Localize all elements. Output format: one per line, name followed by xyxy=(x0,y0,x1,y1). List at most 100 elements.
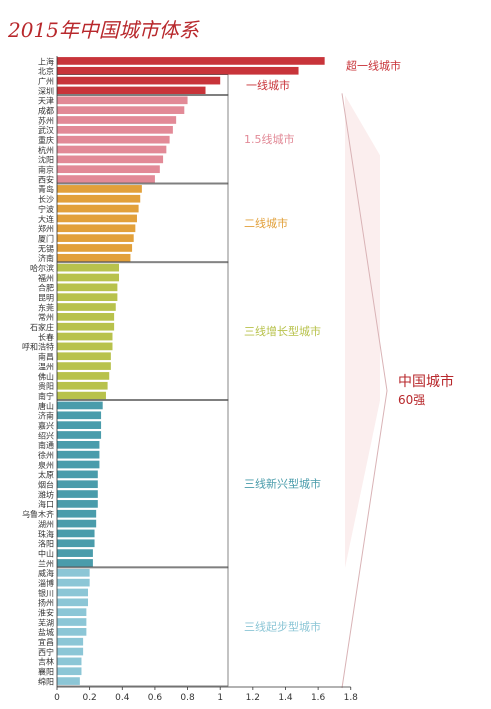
category-label: 石家庄 xyxy=(30,322,54,332)
bar xyxy=(57,175,155,183)
bar xyxy=(57,303,116,311)
category-label: 济南 xyxy=(38,253,54,263)
category-label: 吉林 xyxy=(38,657,54,667)
x-tick-label: 1.4 xyxy=(278,693,293,703)
bar xyxy=(57,391,106,400)
bar xyxy=(57,214,137,223)
bar xyxy=(57,76,221,85)
category-label: 福州 xyxy=(38,274,54,283)
category-label: 上海 xyxy=(38,56,54,66)
category-label: 银川 xyxy=(38,588,54,598)
group-label: 三线起步型城市 xyxy=(244,619,321,633)
group-box xyxy=(57,94,229,185)
bar xyxy=(57,647,84,656)
category-label: 郑州 xyxy=(38,224,54,234)
bar xyxy=(57,588,89,597)
category-label: 威海 xyxy=(38,568,54,578)
bar xyxy=(57,431,102,439)
x-tick-label: 1.8 xyxy=(344,693,359,703)
bar xyxy=(57,421,102,429)
bar xyxy=(57,450,100,459)
sixty-region-bg xyxy=(345,95,380,568)
bar xyxy=(57,234,134,242)
category-label: 广州 xyxy=(38,76,54,86)
category-label: 南宁 xyxy=(38,391,54,401)
bar xyxy=(57,529,95,538)
category-label: 乌鲁木齐 xyxy=(22,509,54,519)
bar xyxy=(57,667,82,676)
category-label: 嘉兴 xyxy=(38,420,54,430)
category-label: 宁波 xyxy=(38,204,54,214)
annotation-line2: 60强 xyxy=(398,393,425,407)
bar xyxy=(57,86,206,95)
category-label: 佛山 xyxy=(38,371,54,381)
annotation-line1: 中国城市 xyxy=(398,373,454,390)
category-label: 温州 xyxy=(38,362,54,371)
x-tick-label: 0.4 xyxy=(115,693,130,703)
x-tick-label: 0 xyxy=(54,693,60,703)
x-tick-label: 0.2 xyxy=(82,693,96,703)
category-label: 中山 xyxy=(38,548,54,558)
bar xyxy=(57,57,325,65)
bar xyxy=(57,559,93,567)
category-label: 沈阳 xyxy=(38,155,54,165)
x-tick-label: 0.8 xyxy=(180,693,195,703)
bar xyxy=(57,116,177,124)
bar xyxy=(57,165,160,174)
group-box xyxy=(57,74,229,96)
category-label: 天津 xyxy=(38,96,54,106)
bar xyxy=(57,194,141,203)
category-label: 襄阳 xyxy=(38,667,54,677)
category-label: 青岛 xyxy=(38,184,54,194)
bar xyxy=(57,352,111,361)
category-label: 哈尔滨 xyxy=(30,263,54,273)
bar xyxy=(57,155,164,164)
category-label: 西安 xyxy=(38,174,54,184)
bar xyxy=(57,362,111,370)
category-label: 珠海 xyxy=(38,529,54,539)
category-label: 淄博 xyxy=(38,578,54,588)
bar xyxy=(57,145,167,154)
category-label: 西宁 xyxy=(38,647,54,657)
category-label: 厦门 xyxy=(38,233,54,243)
bar xyxy=(57,470,98,479)
bar xyxy=(57,283,118,292)
bar xyxy=(57,66,299,75)
bar xyxy=(57,598,89,607)
bar xyxy=(57,96,188,105)
bar xyxy=(57,509,97,518)
group-label: 超一线城市 xyxy=(346,58,401,72)
group-box xyxy=(57,399,229,569)
group-label: 1.5线城市 xyxy=(244,132,295,146)
chart-title: 2015年中国城市体系 xyxy=(8,18,199,42)
category-label: 烟台 xyxy=(38,480,54,490)
bar xyxy=(57,253,131,262)
category-label: 武汉 xyxy=(38,125,54,135)
category-label: 南通 xyxy=(38,440,54,450)
bar xyxy=(57,637,84,646)
category-label: 盐城 xyxy=(38,627,54,637)
bar xyxy=(57,628,87,636)
bar xyxy=(57,342,113,351)
category-label: 贵阳 xyxy=(38,381,54,391)
bar xyxy=(57,657,82,666)
sixty-bracket xyxy=(341,93,388,689)
bar xyxy=(57,549,93,557)
bar xyxy=(57,125,173,134)
x-tick-label: 1.2 xyxy=(246,693,260,703)
category-label: 南京 xyxy=(38,165,54,175)
bar xyxy=(57,106,185,114)
bar xyxy=(57,480,98,489)
category-label: 绍兴 xyxy=(38,430,54,440)
category-label: 长春 xyxy=(38,332,54,342)
category-label: 杭州 xyxy=(38,145,54,155)
bar xyxy=(57,322,115,331)
x-tick-label: 1.6 xyxy=(311,693,326,703)
bar xyxy=(57,244,133,252)
bar xyxy=(57,618,87,626)
bar xyxy=(57,313,115,321)
group-box xyxy=(57,261,229,401)
bar xyxy=(57,273,120,282)
category-label: 绵阳 xyxy=(38,676,54,686)
